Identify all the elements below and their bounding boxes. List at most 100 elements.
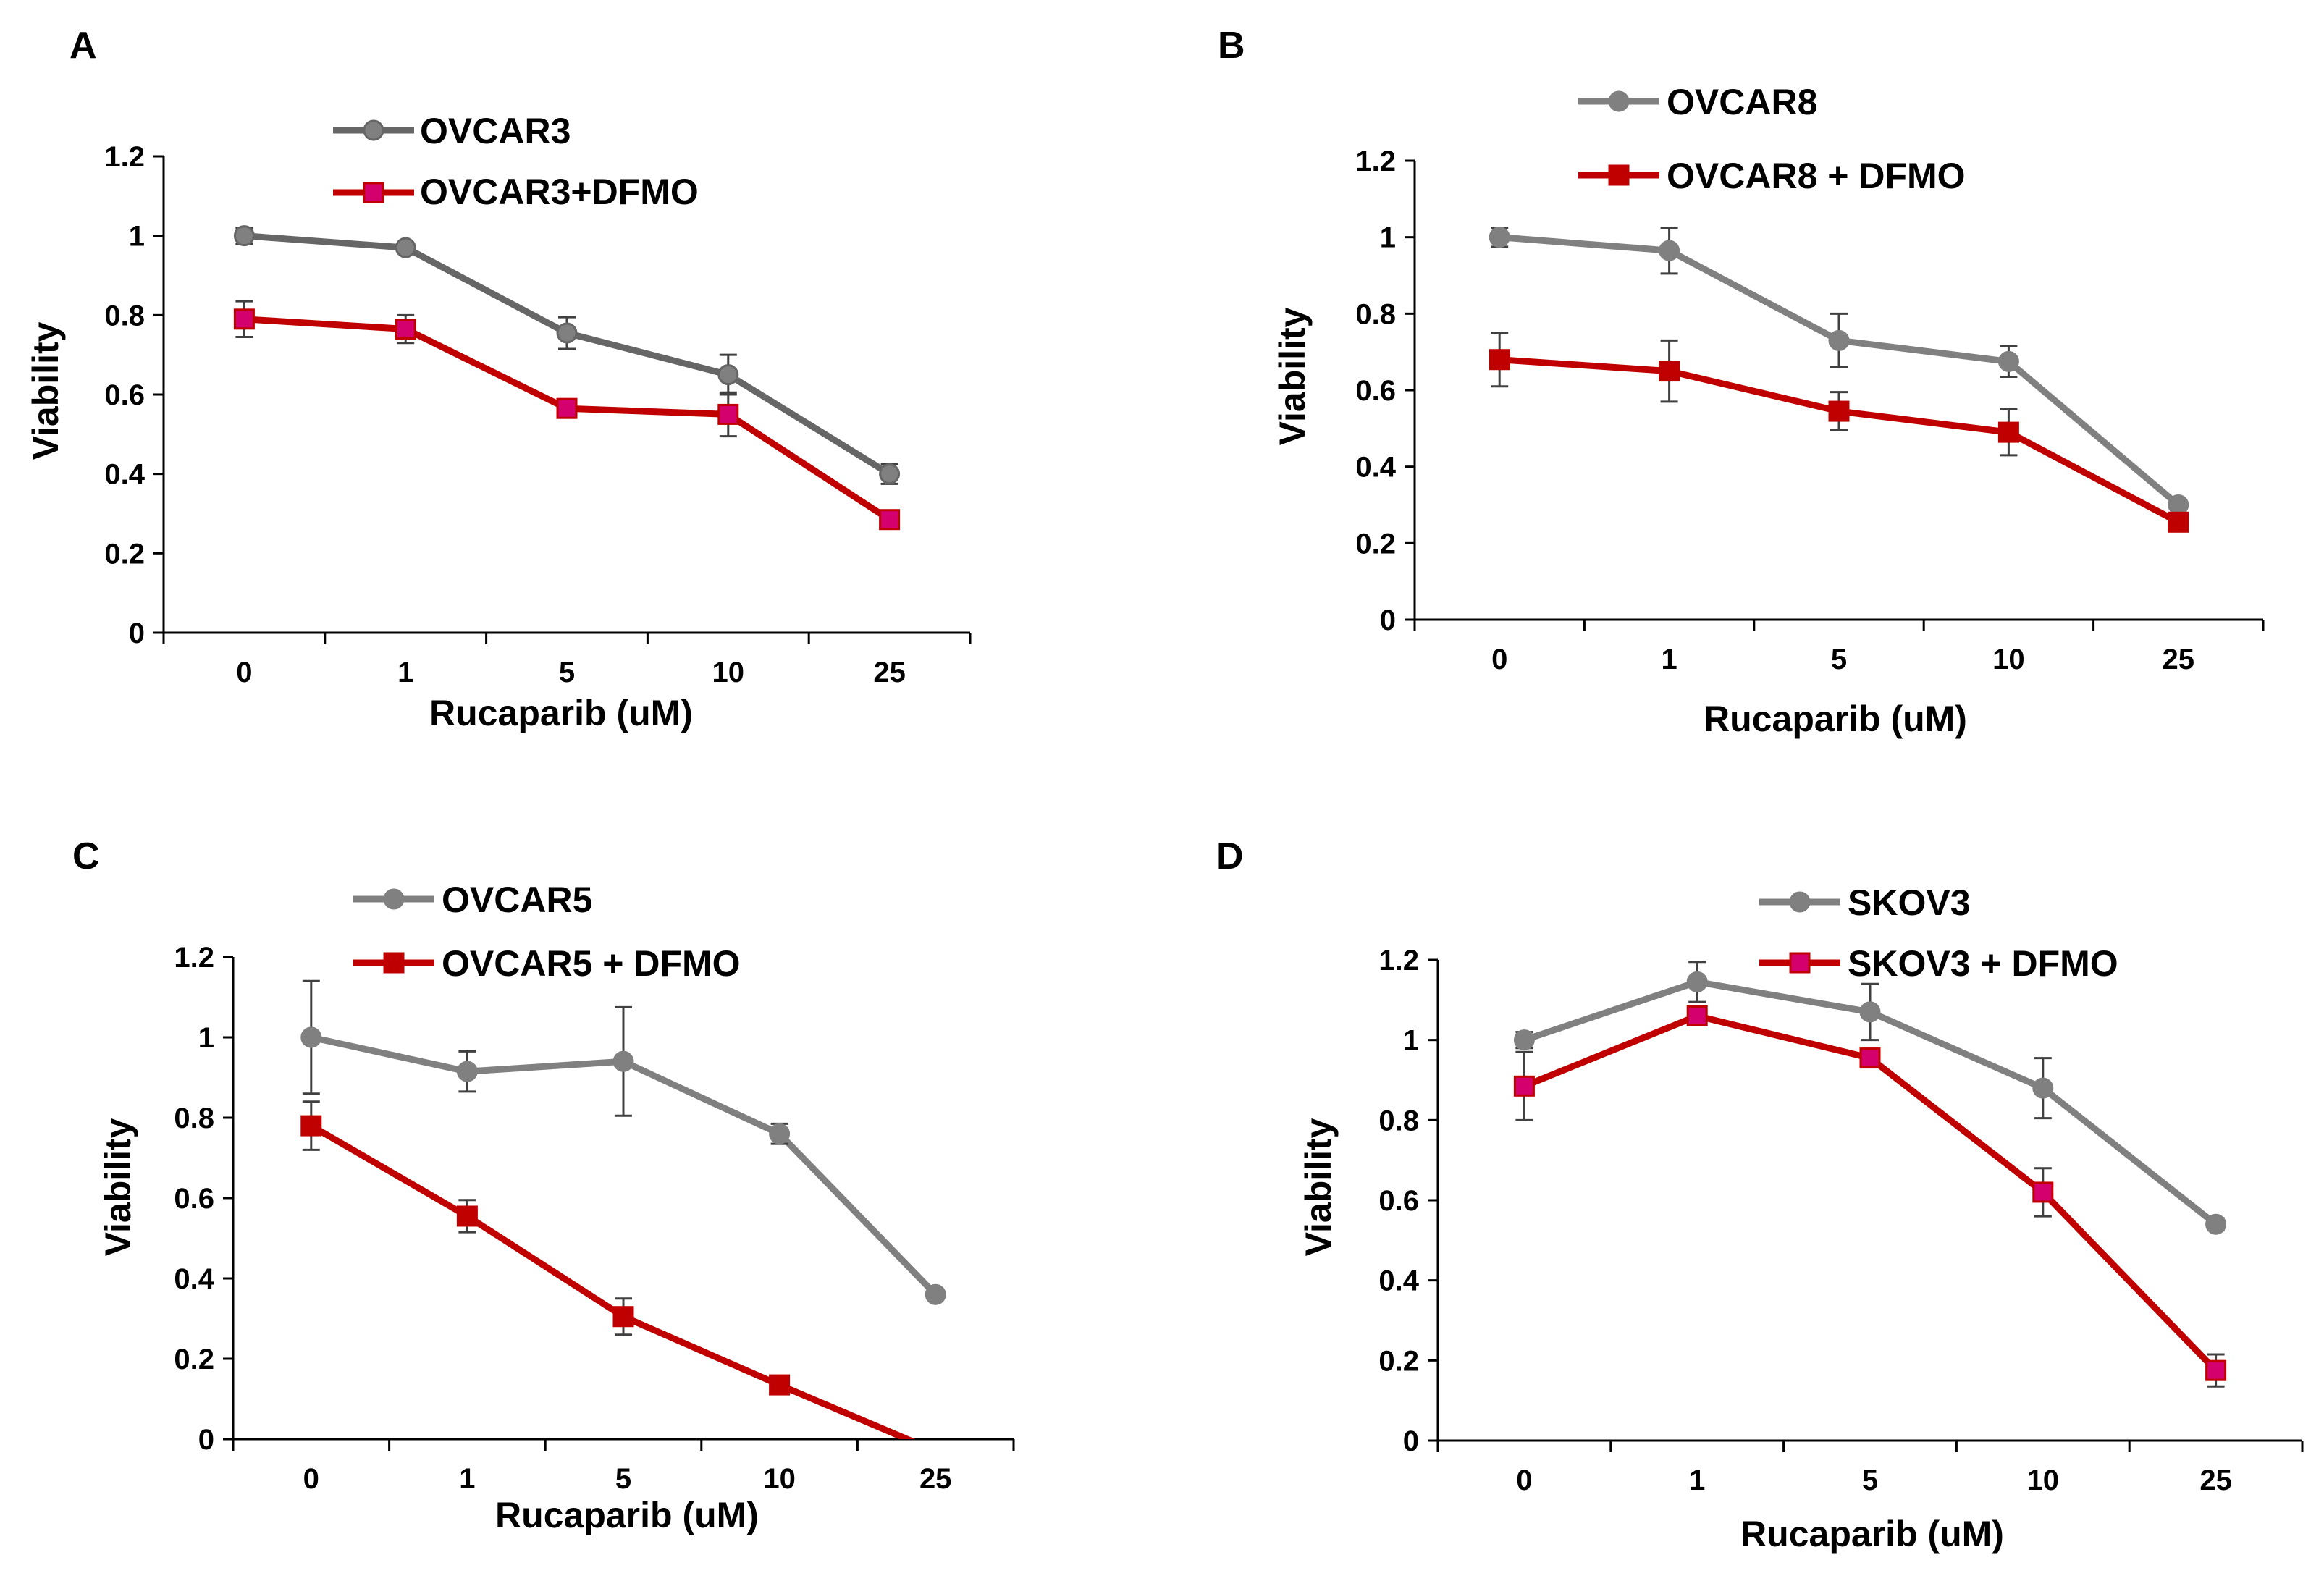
legend-label-series-1: OVCAR3	[420, 111, 571, 151]
series-2	[1489, 332, 2189, 533]
x-tick-label: 10	[2027, 1464, 2060, 1496]
x-tick-label: 10	[712, 657, 745, 688]
y-tick-label: 0.2	[1378, 1345, 1419, 1377]
series-2	[233, 300, 901, 531]
data-point	[1828, 400, 1850, 422]
panel-letter: C	[72, 835, 100, 877]
data-point	[1489, 227, 1510, 248]
x-tick-label: 0	[1491, 644, 1507, 675]
y-tick-label: 0.6	[1355, 375, 1396, 407]
data-point	[1997, 421, 2019, 443]
x-tick-label: 25	[2199, 1464, 2232, 1496]
x-axis-title: Rucaparib (uM)	[495, 1495, 759, 1535]
y-axis-title: Viability	[98, 1118, 138, 1256]
x-tick-label: 0	[303, 1463, 319, 1495]
data-point	[1859, 1001, 1881, 1023]
y-tick-label: 1.2	[104, 141, 145, 173]
y-tick-label: 0	[198, 1424, 214, 1456]
data-point	[556, 397, 578, 419]
panel-b: B Viability Rucaparib (uM) OVCAR8 OVCAR8…	[1218, 25, 2265, 739]
y-axis-title: Viability	[1298, 1118, 1339, 1256]
y-tick-label: 0.8	[174, 1103, 214, 1134]
series-1	[1489, 226, 2189, 515]
data-point	[1513, 1029, 1535, 1051]
y-tick-label: 1	[198, 1022, 214, 1054]
legend-label-series-2: OVCAR3+DFMO	[420, 172, 699, 212]
y-tick-label: 0.4	[174, 1263, 214, 1295]
data-point	[1997, 350, 2019, 372]
y-tick-label: 1	[129, 221, 145, 253]
legend-marker	[1608, 164, 1630, 186]
data-point	[769, 1123, 791, 1144]
panel-letter: D	[1216, 835, 1244, 877]
data-point	[2032, 1181, 2054, 1203]
y-tick-label: 0.4	[1378, 1265, 1419, 1297]
x-tick-label: 5	[559, 657, 575, 688]
y-tick-label: 1	[1403, 1025, 1419, 1057]
data-point	[1659, 240, 1680, 261]
data-point	[2032, 1077, 2054, 1099]
legend-label-series-1: OVCAR8	[1667, 82, 1817, 122]
x-tick-label: 25	[873, 657, 906, 688]
data-point	[395, 237, 416, 258]
x-axis-title: Rucaparib (uM)	[1704, 699, 1967, 739]
x-tick-label: 0	[1516, 1464, 1532, 1496]
data-point	[2168, 494, 2189, 515]
legend-label-series-1: SKOV3	[1848, 882, 1971, 923]
series-2	[300, 1100, 916, 1439]
y-tick-label: 0.6	[104, 379, 145, 411]
y-axis-title: Viability	[25, 321, 66, 460]
y-tick-label: 0.6	[174, 1183, 214, 1215]
data-point	[395, 319, 416, 340]
legend-marker	[1608, 90, 1630, 112]
y-tick-label: 0.2	[174, 1344, 214, 1375]
data-point	[2205, 1359, 2227, 1381]
legend-marker	[1789, 891, 1811, 913]
data-point	[300, 1026, 322, 1048]
y-tick-label: 0.6	[1378, 1185, 1419, 1217]
x-axis-title: Rucaparib (uM)	[429, 693, 693, 733]
x-tick-label: 5	[1831, 644, 1847, 675]
panel-a: A Viability Rucaparib (uM) OVCAR3 OVCAR3…	[25, 25, 972, 733]
series-1	[1513, 961, 2227, 1235]
y-tick-label: 0.8	[1378, 1105, 1419, 1137]
x-tick-label: 1	[1661, 644, 1677, 675]
x-tick-label: 0	[236, 657, 252, 688]
legend-marker	[1789, 952, 1811, 974]
panel-c: C Viability Rucaparib (uM) OVCAR5 OVCAR5…	[72, 835, 1015, 1535]
y-tick-label: 1.2	[174, 942, 214, 974]
data-point	[233, 225, 255, 247]
x-tick-label: 10	[763, 1463, 796, 1495]
x-tick-label: 10	[1992, 644, 2025, 675]
data-point	[717, 364, 739, 386]
data-point	[879, 509, 901, 531]
panel-letter: A	[70, 25, 97, 67]
panel-d: D Viability Rucaparib (uM) SKOV3 SKOV3 +…	[1216, 835, 2304, 1554]
x-tick-label: 1	[397, 657, 413, 688]
data-point	[1859, 1047, 1881, 1069]
y-tick-label: 0	[129, 617, 145, 649]
data-point	[1489, 349, 1510, 371]
y-tick-label: 0.4	[104, 459, 145, 491]
x-tick-label: 25	[919, 1463, 952, 1495]
x-tick-label: 1	[459, 1463, 475, 1495]
y-tick-label: 0.4	[1355, 452, 1396, 484]
legend-label-series-1: OVCAR5	[442, 880, 592, 920]
y-tick-label: 1.2	[1355, 146, 1396, 177]
data-point	[2205, 1213, 2227, 1235]
data-point	[300, 1115, 322, 1137]
data-point	[879, 463, 901, 485]
x-tick-label: 1	[1689, 1464, 1705, 1496]
data-point	[1828, 329, 1850, 351]
series-2	[1513, 1005, 2227, 1388]
x-axis-title: Rucaparib (uM)	[1740, 1514, 2004, 1554]
y-tick-label: 1	[1380, 222, 1396, 254]
panel-letter: B	[1218, 25, 1245, 67]
y-tick-label: 0.8	[104, 300, 145, 332]
data-point	[717, 403, 739, 425]
legend-label-series-2: OVCAR8 + DFMO	[1667, 156, 1966, 196]
data-point	[233, 308, 255, 330]
data-point	[925, 1283, 946, 1305]
x-tick-label: 5	[1862, 1464, 1878, 1496]
